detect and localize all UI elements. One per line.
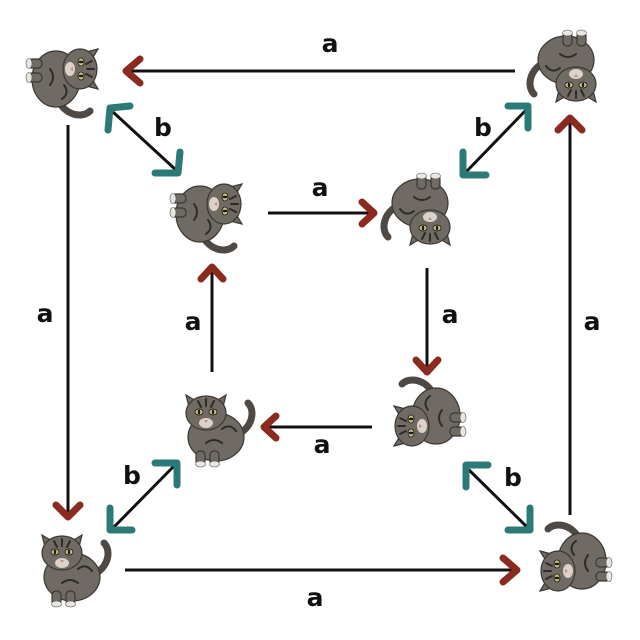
arrow-b-bottom-left [106, 459, 181, 534]
arrow-b-top-left [104, 102, 184, 177]
label-a-outer-top: a [322, 29, 339, 58]
label-a-inner-left: a [185, 307, 202, 336]
cat-top-right [530, 30, 596, 102]
arrow-a-outer-top [122, 55, 515, 87]
arrow-a-inner-left [197, 263, 227, 372]
arrow-a-inner-right [412, 268, 442, 376]
arrow-b-top-right [459, 102, 532, 179]
cat-inner-bottom-right [394, 380, 466, 446]
cat-bottom-left [42, 535, 108, 607]
cat-top-left [26, 49, 98, 115]
cat-inner-top-right [384, 173, 450, 245]
label-a-inner-right: a [442, 300, 459, 329]
cat-inner-top-left [170, 184, 242, 250]
label-a-inner-top: a [312, 173, 329, 202]
arrow-b-bottom-right [462, 461, 534, 534]
arrow-a-outer-bottom [125, 554, 521, 586]
label-b-top-right: b [474, 113, 492, 142]
label-a-inner-bottom: a [314, 430, 331, 459]
label-a-outer-right: a [584, 307, 601, 336]
arrow-a-inner-bottom [260, 412, 372, 442]
label-b-bottom-left: b [123, 461, 141, 490]
arrow-a-outer-right [554, 114, 586, 515]
arrow-a-inner-top [268, 198, 378, 228]
cat-bottom-right [540, 525, 612, 591]
label-a-outer-left: a [37, 299, 54, 328]
arrow-a-outer-left [52, 125, 84, 521]
label-b-top-left: b [154, 113, 172, 142]
label-a-outer-bottom: a [307, 583, 324, 612]
label-b-bottom-right: b [504, 463, 522, 492]
cat-inner-bottom-left [186, 395, 252, 467]
